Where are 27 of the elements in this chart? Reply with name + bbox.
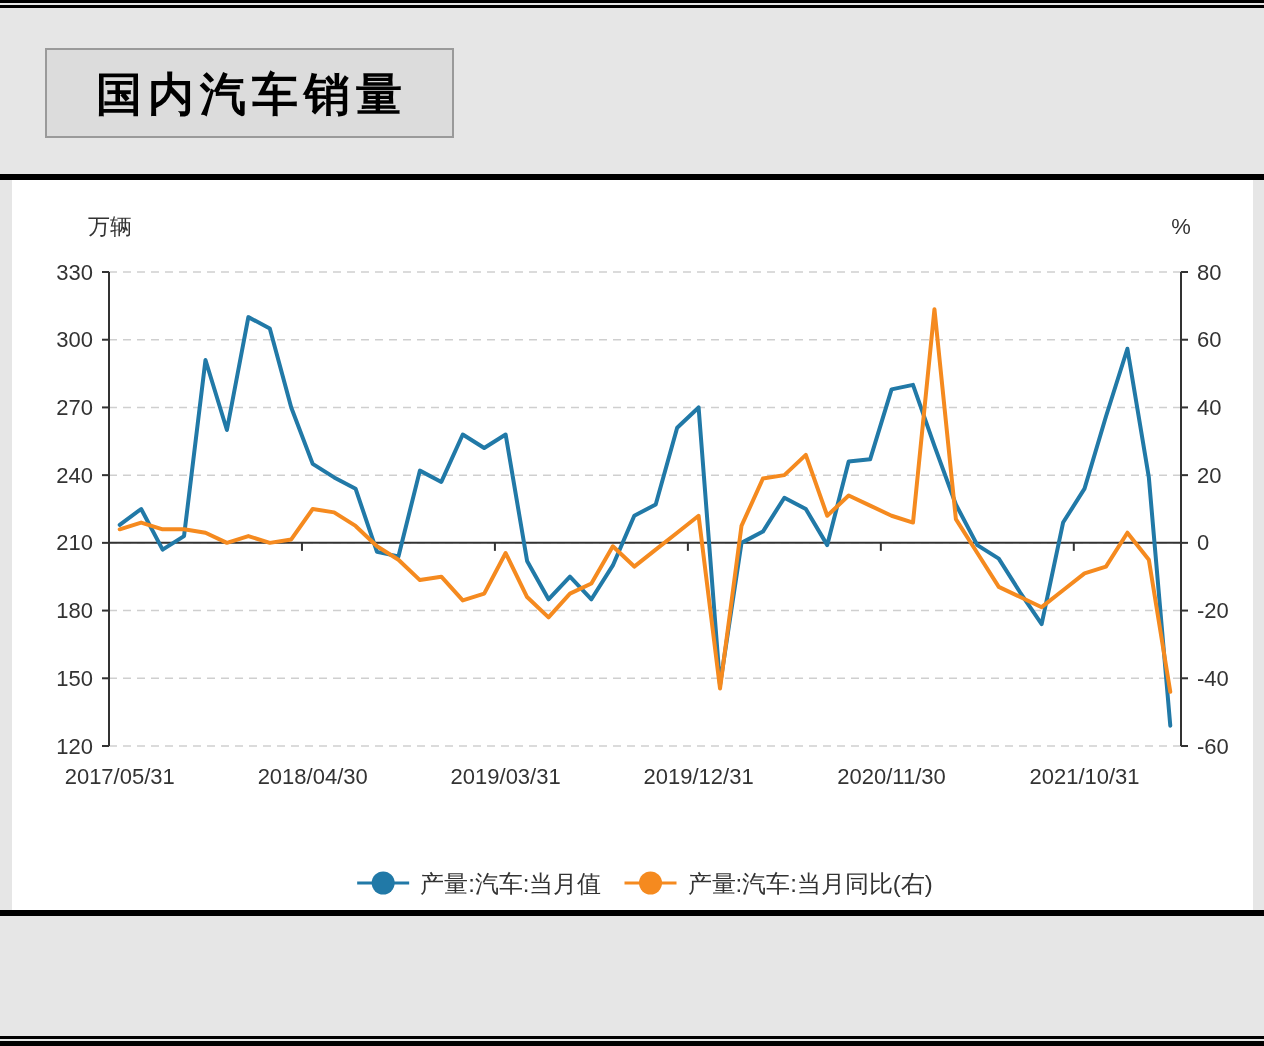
legend-label: 产量:汽车:当月值 bbox=[420, 869, 602, 897]
y2-tick-label: 40 bbox=[1197, 394, 1222, 420]
y-tick-label: 330 bbox=[56, 259, 93, 285]
y-tick-label: 180 bbox=[56, 598, 93, 624]
y2-tick-label: -40 bbox=[1197, 665, 1229, 691]
x-tick-label: 2018/04/30 bbox=[257, 763, 368, 789]
y2-tick-label: 80 bbox=[1197, 259, 1222, 285]
legend-label: 产量:汽车:当月同比(右) bbox=[687, 869, 933, 897]
y-tick-label: 300 bbox=[56, 327, 93, 353]
y-tick-label: 120 bbox=[56, 733, 93, 759]
x-tick-label: 2019/03/31 bbox=[450, 763, 561, 789]
y-tick-label: 150 bbox=[56, 665, 93, 691]
y2-tick-label: 20 bbox=[1197, 462, 1222, 488]
x-tick-label: 2019/12/31 bbox=[643, 763, 754, 789]
y2-tick-label: 0 bbox=[1197, 530, 1210, 556]
y-tick-label: 240 bbox=[56, 462, 93, 488]
y-tick-label: 210 bbox=[56, 530, 93, 556]
x-tick-label: 2020/11/30 bbox=[837, 763, 946, 789]
x-tick-label: 2021/10/31 bbox=[1029, 763, 1140, 789]
y2-tick-label: 60 bbox=[1197, 327, 1222, 353]
chart-title: 国内汽车销量 bbox=[96, 68, 408, 120]
x-tick-label: 2017/05/31 bbox=[64, 763, 175, 789]
y2-tick-label: -20 bbox=[1197, 598, 1229, 624]
y-tick-label: 270 bbox=[56, 394, 93, 420]
y-axis-title: 万辆 bbox=[88, 213, 132, 239]
y2-axis-title: % bbox=[1171, 213, 1191, 239]
y2-tick-label: -60 bbox=[1197, 733, 1229, 759]
